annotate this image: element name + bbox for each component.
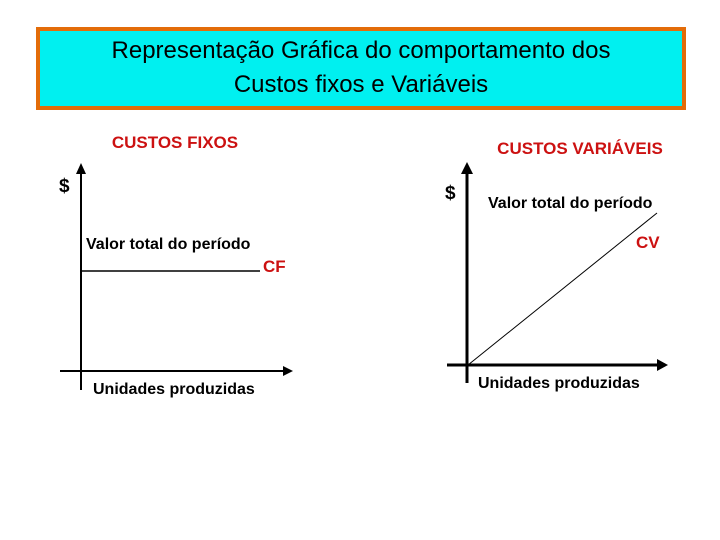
variable-costs-header: CUSTOS VARIÁVEIS xyxy=(497,139,663,158)
fixed-costs-header: CUSTOS FIXOS xyxy=(111,133,239,152)
variable-x-axis-label: Unidades produzidas xyxy=(478,375,640,392)
variable-value-label: Valor total do período xyxy=(488,195,653,212)
variable-costs-chart: $ Valor total do período CV Unidades pro… xyxy=(440,160,690,405)
variable-y-axis-label: $ xyxy=(445,183,456,204)
fixed-y-axis-label: $ xyxy=(59,176,70,197)
fixed-x-axis-label: Unidades produzidas xyxy=(93,381,255,398)
fixed-costs-chart: $ Valor total do período CF Unidades pro… xyxy=(50,160,300,405)
fixed-value-label: Valor total do período xyxy=(86,236,251,253)
cv-line-label: CV xyxy=(636,233,660,252)
cv-line xyxy=(467,212,658,366)
x-axis-arrow-icon xyxy=(283,366,293,376)
y-axis-arrow-icon xyxy=(76,163,86,174)
fixed-costs-chart-canvas xyxy=(60,163,293,390)
variable-costs-chart-canvas xyxy=(447,162,668,383)
slide-title-line1: Representação Gráfica do comportamento d… xyxy=(111,37,611,64)
title-box: Representação Gráfica do comportamento d… xyxy=(36,27,686,110)
cf-line-label: CF xyxy=(263,257,286,276)
y-axis-arrow-icon xyxy=(461,162,473,174)
slide-title-line2: Custos fixos e Variáveis xyxy=(233,71,489,98)
x-axis-arrow-icon xyxy=(657,359,668,371)
